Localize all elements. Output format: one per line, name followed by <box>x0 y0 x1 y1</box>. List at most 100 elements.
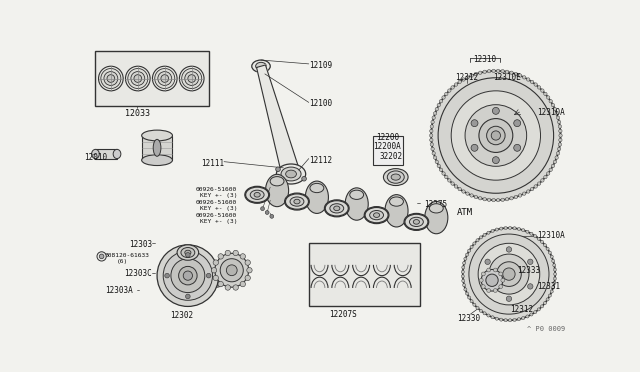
Text: 12312: 12312 <box>509 305 533 314</box>
Circle shape <box>470 74 474 77</box>
Text: 00926-51600: 00926-51600 <box>196 200 237 205</box>
Circle shape <box>544 175 547 179</box>
Text: 32202: 32202 <box>380 153 403 161</box>
Circle shape <box>437 103 440 107</box>
Text: 12331: 12331 <box>538 282 561 291</box>
Circle shape <box>461 266 465 269</box>
Circle shape <box>544 92 547 96</box>
Text: KEY +- (3): KEY +- (3) <box>200 219 237 224</box>
Circle shape <box>549 168 552 171</box>
Circle shape <box>481 285 485 289</box>
Ellipse shape <box>405 214 428 230</box>
Circle shape <box>522 192 526 195</box>
Circle shape <box>479 71 482 74</box>
Circle shape <box>557 147 561 151</box>
Text: 12010: 12010 <box>84 153 107 162</box>
Ellipse shape <box>252 60 270 73</box>
Circle shape <box>492 198 495 202</box>
Circle shape <box>476 239 479 242</box>
Circle shape <box>487 231 490 234</box>
Circle shape <box>471 120 478 126</box>
Circle shape <box>531 80 534 84</box>
Circle shape <box>547 172 550 175</box>
Circle shape <box>470 246 473 248</box>
Circle shape <box>462 190 465 193</box>
Circle shape <box>158 71 172 86</box>
Text: B08120-61633: B08120-61633 <box>105 253 150 257</box>
Ellipse shape <box>285 193 309 210</box>
Circle shape <box>492 108 499 114</box>
Circle shape <box>473 242 476 245</box>
Circle shape <box>513 318 516 321</box>
Circle shape <box>543 301 547 305</box>
Circle shape <box>514 195 518 199</box>
Circle shape <box>541 89 544 92</box>
Ellipse shape <box>255 62 266 70</box>
Circle shape <box>558 125 562 128</box>
Text: 00926-51600: 00926-51600 <box>196 187 237 192</box>
Circle shape <box>188 75 196 82</box>
Bar <box>372 135 403 165</box>
Text: 12310: 12310 <box>474 55 497 64</box>
Circle shape <box>555 156 558 159</box>
Circle shape <box>463 262 466 264</box>
Circle shape <box>503 268 515 280</box>
Text: ^ P0 0009: ^ P0 0009 <box>527 327 565 333</box>
Circle shape <box>233 285 238 290</box>
Circle shape <box>227 265 237 276</box>
Circle shape <box>474 72 477 76</box>
Ellipse shape <box>254 192 260 197</box>
Circle shape <box>447 179 451 182</box>
Circle shape <box>107 75 115 82</box>
Circle shape <box>464 288 467 291</box>
Circle shape <box>481 272 485 276</box>
Circle shape <box>530 313 533 316</box>
Circle shape <box>101 68 121 89</box>
Circle shape <box>501 278 505 282</box>
Circle shape <box>492 131 500 140</box>
Text: 12303A: 12303A <box>105 286 132 295</box>
Circle shape <box>447 89 451 92</box>
Ellipse shape <box>413 219 419 224</box>
Ellipse shape <box>390 197 403 206</box>
Circle shape <box>548 294 552 297</box>
Circle shape <box>163 251 212 300</box>
Ellipse shape <box>141 130 172 141</box>
Circle shape <box>99 254 104 259</box>
Circle shape <box>499 285 502 289</box>
Ellipse shape <box>425 201 448 234</box>
Text: 12111: 12111 <box>201 159 224 169</box>
Circle shape <box>218 254 223 259</box>
Circle shape <box>479 196 482 200</box>
Circle shape <box>537 308 540 311</box>
Circle shape <box>522 317 525 320</box>
Circle shape <box>514 72 518 76</box>
Circle shape <box>225 250 230 256</box>
Ellipse shape <box>212 278 221 285</box>
Text: 12310A: 12310A <box>538 108 565 117</box>
Text: 12333: 12333 <box>516 266 540 275</box>
Circle shape <box>559 129 562 133</box>
Circle shape <box>474 195 477 199</box>
Circle shape <box>554 273 557 276</box>
Ellipse shape <box>245 186 269 203</box>
Ellipse shape <box>289 196 305 207</box>
Circle shape <box>125 66 150 91</box>
Circle shape <box>220 259 243 282</box>
Ellipse shape <box>385 195 408 227</box>
Circle shape <box>429 134 433 137</box>
Circle shape <box>466 76 469 79</box>
Text: KEY +- (3): KEY +- (3) <box>200 193 237 198</box>
Circle shape <box>546 247 549 250</box>
Text: 12303: 12303 <box>129 240 152 249</box>
Circle shape <box>451 91 541 180</box>
Circle shape <box>546 298 549 301</box>
Circle shape <box>473 303 476 306</box>
Circle shape <box>495 317 499 320</box>
Text: 12112: 12112 <box>310 155 333 164</box>
Ellipse shape <box>410 217 423 227</box>
Circle shape <box>500 227 502 230</box>
Circle shape <box>476 307 479 310</box>
Circle shape <box>492 157 499 164</box>
Circle shape <box>509 227 511 230</box>
